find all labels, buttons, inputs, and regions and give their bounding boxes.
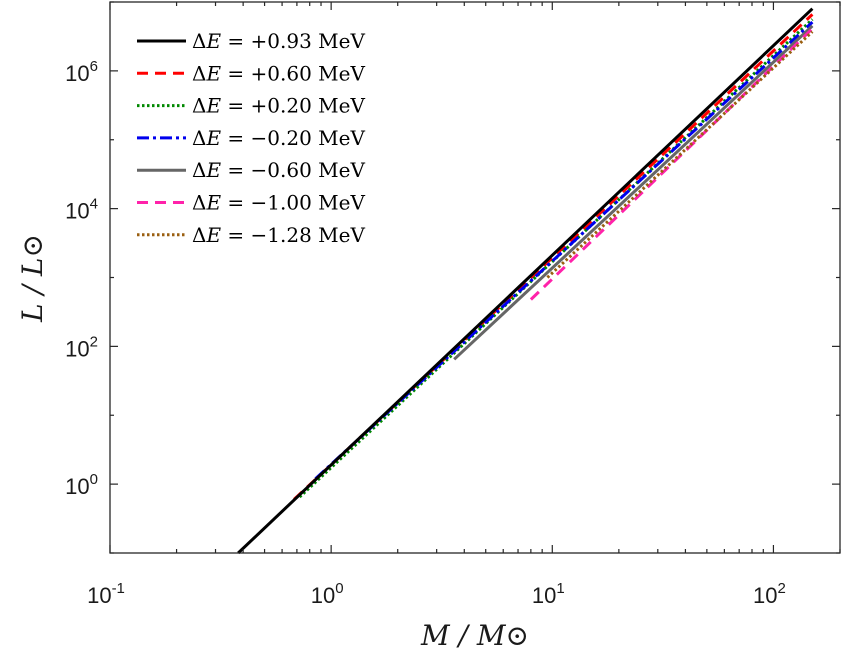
- legend-label: ΔE = −0.20 MeV: [192, 126, 365, 150]
- series-line: [453, 24, 814, 361]
- series-line: [237, 7, 814, 555]
- series-line: [546, 30, 814, 279]
- legend-label: ΔE = −1.28 MeV: [192, 223, 365, 247]
- legend-label: ΔE = −1.00 MeV: [192, 191, 365, 215]
- legend-label: ΔE = +0.93 MeV: [192, 29, 365, 53]
- y-tick-label: 104: [65, 196, 98, 224]
- y-axis-label: L / L⊙: [16, 234, 49, 323]
- legend-label: ΔE = +0.20 MeV: [192, 94, 365, 118]
- x-tick-label: 101: [532, 580, 565, 608]
- plot-frame: [109, 1, 841, 554]
- x-tick-label: 10-1: [87, 580, 125, 608]
- x-tick-label: 102: [753, 580, 786, 608]
- series-line: [529, 27, 814, 301]
- plot-area-background: [110, 2, 840, 553]
- y-tick-label: 102: [65, 333, 98, 361]
- series-layer: [237, 7, 814, 555]
- x-tick-label: 100: [311, 580, 344, 608]
- legend-label: ΔE = +0.60 MeV: [192, 61, 365, 85]
- series-line: [314, 20, 814, 480]
- y-tick-label: 100: [65, 471, 98, 499]
- legend-label: ΔE = −0.60 MeV: [192, 158, 365, 182]
- x-axis-label: M / M⊙: [420, 619, 529, 652]
- y-tick-label: 106: [65, 58, 98, 86]
- legend: ΔE = +0.93 MeV ΔE = +0.60 MeV ΔE = +0.20 M…: [137, 29, 365, 247]
